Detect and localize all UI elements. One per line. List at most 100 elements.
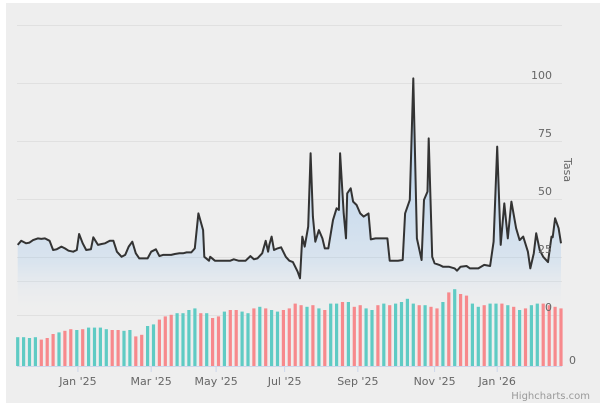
y-tick-label: 75 — [538, 127, 552, 140]
series-line-tasa[interactable] — [16, 77, 562, 280]
volume-bar — [358, 305, 362, 366]
x-tick-label: May '25 — [194, 375, 237, 388]
volume-bar — [151, 324, 156, 366]
volume-bar — [22, 337, 26, 366]
volume-bar — [346, 302, 350, 366]
volume-bar — [405, 298, 409, 366]
y-tick-label: 50 — [538, 185, 552, 198]
volume-bar — [234, 310, 238, 366]
volume-bar — [104, 329, 108, 366]
volume-bar — [411, 303, 415, 366]
volume-bar — [51, 334, 55, 366]
volume-bar — [506, 305, 510, 366]
credits-link[interactable]: Highcharts.com — [511, 391, 590, 402]
volume-bar — [116, 330, 120, 366]
volume-bar — [459, 294, 463, 366]
volume-bar — [175, 313, 179, 366]
volume-bar — [228, 310, 232, 366]
volume-bar — [157, 319, 161, 366]
volume-bar — [222, 311, 226, 366]
volume-bar — [287, 308, 291, 366]
volume-bar — [329, 303, 333, 366]
volume-axis-zero-label: 0 — [569, 354, 576, 367]
volume-bar — [518, 310, 522, 366]
volume-bar — [299, 305, 303, 366]
volume-bar — [352, 306, 356, 366]
volume-bar — [423, 305, 427, 366]
volume-bar — [45, 338, 49, 366]
volume-bar — [128, 330, 132, 366]
volume-bar — [482, 305, 486, 366]
volume-bar — [240, 311, 244, 366]
volume-bar — [163, 316, 167, 366]
volume-bar — [553, 306, 557, 366]
volume-bar — [394, 303, 398, 366]
volume-bar — [441, 302, 445, 366]
volume-bar — [335, 303, 339, 366]
volume-bar — [270, 310, 274, 366]
volume-bar — [33, 337, 37, 366]
volume-bar — [500, 303, 504, 366]
volume-bar — [470, 303, 474, 366]
y-axis: 0 25 50 75 100 — [531, 69, 552, 314]
volume-bar — [193, 308, 197, 366]
volume-bar — [216, 316, 221, 366]
volume-bar — [81, 329, 85, 366]
x-tick-label: Jan '26 — [477, 375, 515, 388]
volume-bar — [199, 313, 203, 366]
volume-bar — [323, 310, 327, 366]
volume-bar — [246, 313, 250, 366]
volume-bar — [134, 336, 138, 366]
volume-bar — [305, 306, 309, 366]
volume-bar — [281, 310, 285, 366]
volume-bar — [494, 303, 498, 366]
volume-bar — [69, 329, 73, 366]
volume-bar — [98, 327, 102, 366]
volume-bar — [275, 311, 280, 366]
volume-bar — [63, 330, 67, 366]
volume-bar — [140, 334, 144, 366]
volume-bar — [258, 306, 262, 366]
volume-bar — [87, 327, 91, 366]
volume-bar — [464, 295, 469, 366]
volume-bar — [75, 330, 79, 366]
volume-bar — [169, 314, 173, 366]
volume-bar — [399, 302, 404, 366]
volume-bar — [146, 326, 150, 366]
volume-bar — [92, 327, 97, 366]
volume-bar — [317, 308, 321, 366]
x-tick-label: Jul '25 — [267, 375, 302, 388]
area-fill — [17, 78, 561, 316]
volume-bar — [547, 305, 551, 366]
x-tick-label: Nov '25 — [414, 375, 456, 388]
volume-bar — [57, 332, 61, 366]
volume-bar — [488, 303, 492, 366]
volume-bar — [187, 310, 191, 366]
volume-bar — [535, 303, 539, 366]
x-tick-label: Sep '25 — [337, 375, 378, 388]
volume-bar — [205, 313, 209, 366]
volume-bar — [541, 303, 545, 366]
y-tick-label: 100 — [531, 69, 552, 82]
volume-bar — [376, 305, 380, 366]
volume-bar — [16, 337, 20, 366]
volume-bar — [512, 306, 516, 366]
x-tick-label: Mar '25 — [131, 375, 172, 388]
y-axis-title: Tasa — [561, 157, 574, 182]
y-tick-label: 25 — [538, 243, 552, 256]
volume-bar — [429, 306, 433, 366]
volume-bar — [529, 305, 533, 366]
volume-bar — [388, 305, 392, 366]
volume-bar — [110, 330, 114, 366]
volume-bar — [417, 305, 421, 366]
volume-bar — [264, 308, 268, 366]
volume-bar — [523, 308, 528, 366]
x-axis: Jan '25 Mar '25 May '25 Jul '25 Sep '25 Nov '… — [58, 366, 516, 388]
volume-bar — [559, 308, 563, 366]
y-tick-label: 0 — [545, 301, 552, 314]
volume-bar — [39, 339, 43, 366]
volume-bar — [122, 330, 126, 366]
volume-bar — [293, 303, 297, 366]
volume-bar — [340, 302, 345, 366]
